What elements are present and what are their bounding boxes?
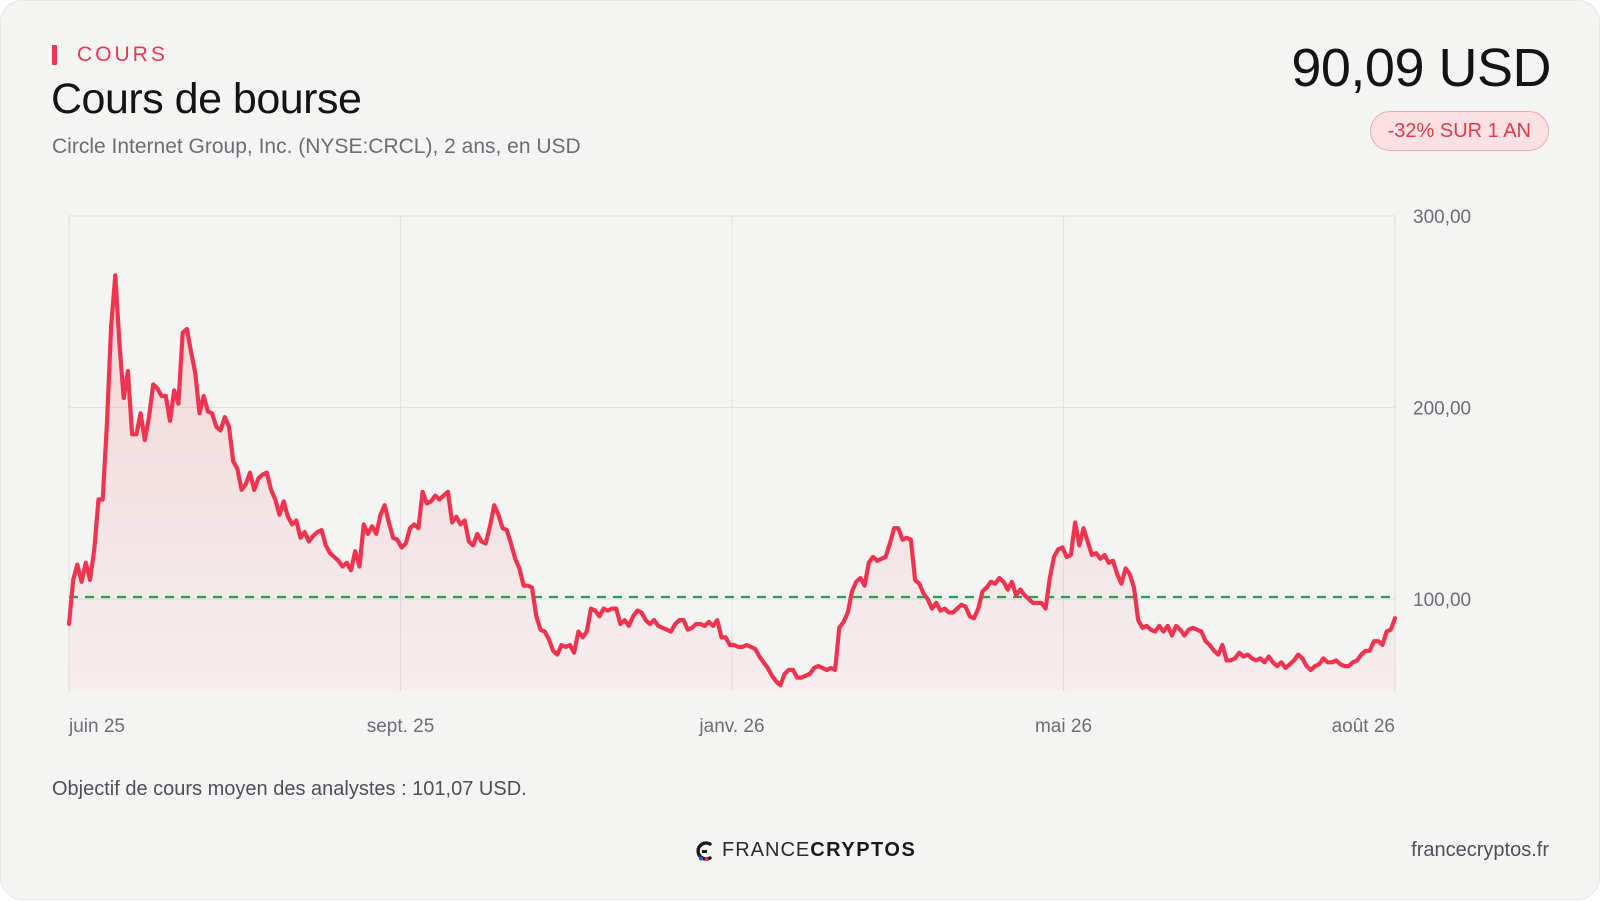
x-tick-label: août 26 bbox=[1332, 716, 1395, 737]
brand-name-bold: CRYPTOS bbox=[810, 839, 917, 861]
x-tick-label: mai 26 bbox=[1035, 716, 1092, 737]
brand-mark-icon bbox=[696, 840, 712, 861]
x-tick-label: juin 25 bbox=[68, 716, 125, 737]
site-link[interactable]: francecryptos.fr bbox=[1411, 839, 1549, 861]
y-tick-label: 100,00 bbox=[1413, 590, 1471, 611]
eyebrow-label: COURS bbox=[77, 43, 168, 66]
current-price: 90,09 USD bbox=[1291, 38, 1551, 98]
page-subtitle: Circle Internet Group, Inc. (NYSE:CRCL),… bbox=[52, 135, 581, 158]
analyst-target-note: Objectif de cours moyen des analystes : … bbox=[52, 778, 527, 800]
price-area bbox=[69, 275, 1395, 691]
x-tick-label: sept. 25 bbox=[367, 716, 435, 737]
x-tick-label: janv. 26 bbox=[698, 716, 764, 737]
page-title: Cours de bourse bbox=[51, 75, 362, 123]
change-badge: -32% SUR 1 AN bbox=[1369, 111, 1549, 151]
price-series-line bbox=[66, 273, 1398, 688]
eyebrow-bar-icon bbox=[52, 45, 57, 65]
y-tick-label: 300,00 bbox=[1413, 207, 1471, 228]
change-badge-label: -32% SUR 1 AN bbox=[1387, 119, 1531, 142]
y-tick-label: 200,00 bbox=[1413, 399, 1471, 420]
section-eyebrow: COURS bbox=[52, 43, 168, 67]
brand-name-light: FRANCE bbox=[722, 839, 811, 861]
brand-logo: FRANCE CRYPTOS bbox=[694, 839, 916, 862]
